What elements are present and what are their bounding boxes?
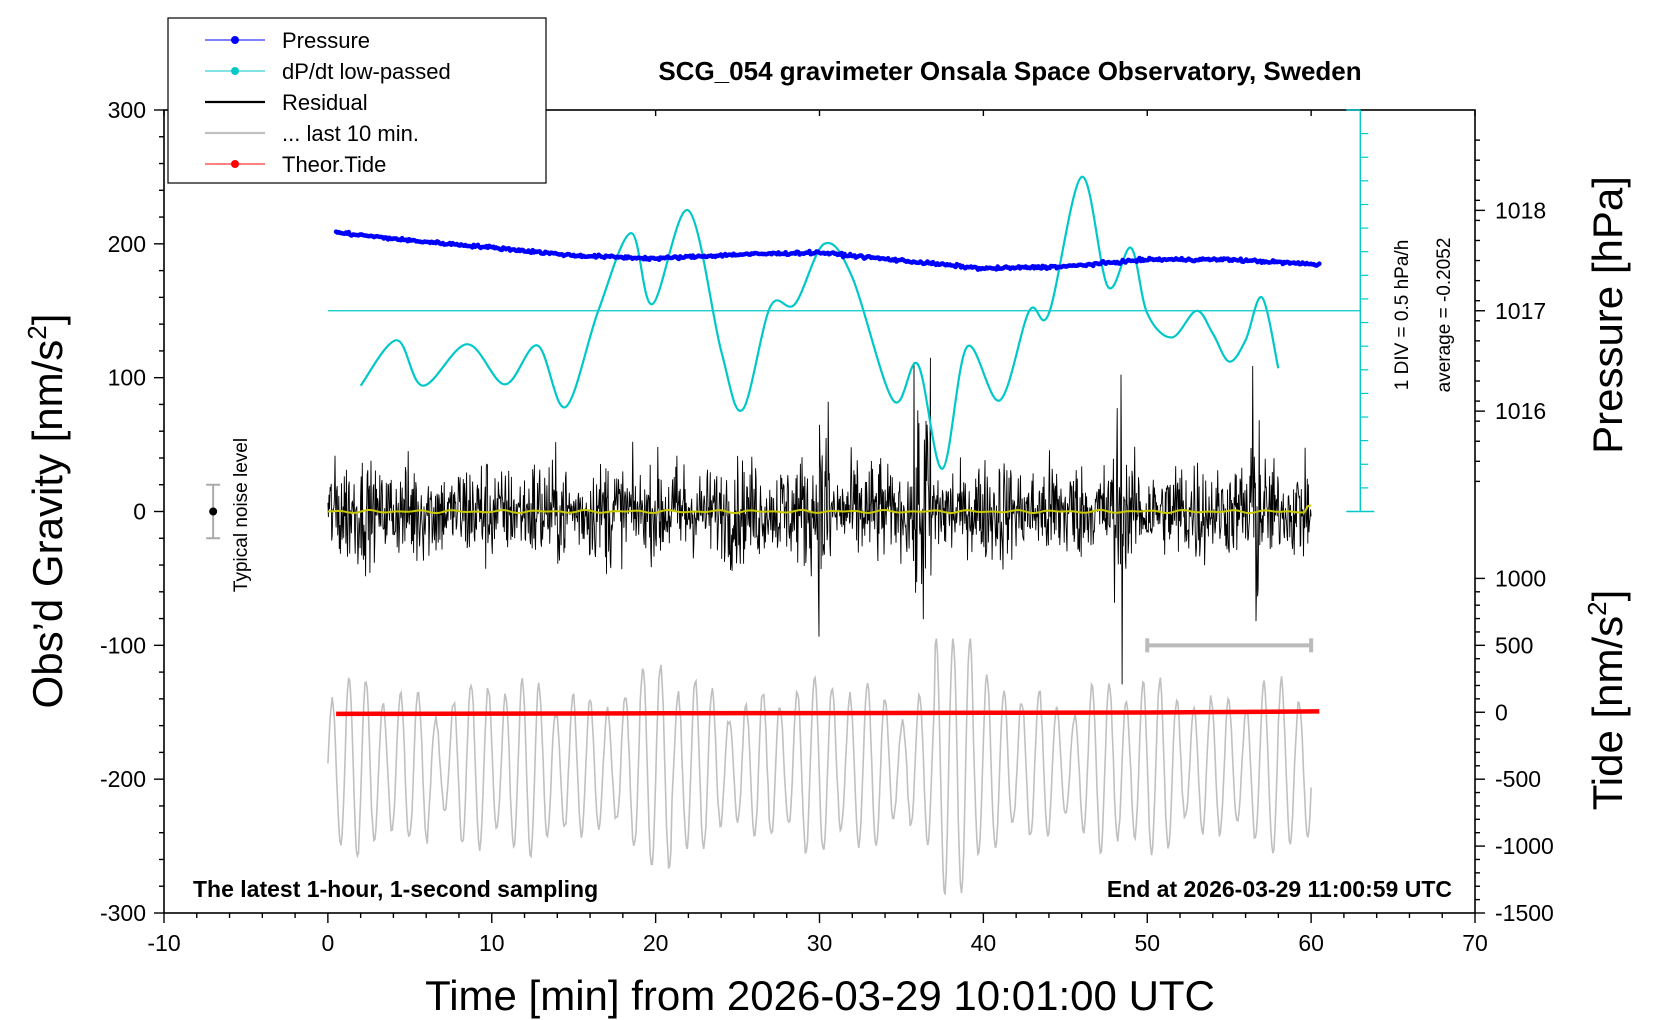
tide-tick-label: -1000 bbox=[1495, 833, 1554, 859]
y-tick-label: -200 bbox=[100, 766, 146, 792]
tide-tick-label: -500 bbox=[1495, 766, 1541, 792]
annotation-marks bbox=[206, 483, 1314, 653]
legend-label: Residual bbox=[282, 90, 368, 115]
x-tick-label: 10 bbox=[479, 930, 505, 956]
dpdt-scale-label: 1 DIV = 0.5 hPa/h bbox=[1392, 240, 1413, 391]
y-axis-label-sup: 2 bbox=[22, 325, 52, 339]
y-axis-label: Obs’d Gravity [nm/s2] bbox=[22, 314, 71, 709]
pressure-series bbox=[333, 229, 1322, 272]
residual-line bbox=[327, 357, 1312, 685]
tide-tick-label: -1500 bbox=[1495, 900, 1554, 926]
x-tick-label: -10 bbox=[147, 930, 180, 956]
last-10-min-line bbox=[327, 638, 1312, 895]
pressure-axis-ticks: 1018 1017 1016 bbox=[1475, 139, 1546, 483]
dpdt-series bbox=[327, 175, 1361, 470]
tide-axis-label-main: Tide [nm/s bbox=[1584, 616, 1631, 811]
legend-marker bbox=[231, 160, 239, 168]
pressure-axis-label: Pressure [hPa] bbox=[1584, 176, 1631, 454]
y-tick-label: 100 bbox=[108, 365, 146, 391]
pressure-point bbox=[1317, 261, 1322, 267]
legend-marker bbox=[231, 36, 239, 44]
legend-label: Pressure bbox=[282, 28, 370, 53]
tide-line bbox=[336, 709, 1320, 717]
x-axis-ticks: -10 0 10 20 30 40 50 60 70 bbox=[147, 110, 1488, 956]
legend-entries: Pressure dP/dt low-passed Residual ... last… bbox=[205, 28, 451, 177]
y-axis-label-end: ] bbox=[24, 314, 71, 326]
last-10-min-series bbox=[327, 638, 1312, 895]
y-axis-label-main: Obs’d Gravity [nm/s bbox=[24, 340, 71, 709]
tide-tick-label: 500 bbox=[1495, 632, 1533, 658]
legend-label: ... last 10 min. bbox=[282, 121, 419, 146]
note-right: End at 2026-03-29 11:00:59 UTC bbox=[1107, 876, 1452, 902]
residual-lowpass-line bbox=[327, 504, 1312, 515]
noise-label: Typical noise level bbox=[231, 438, 252, 592]
dpdt-average-label: average = -0.2052 bbox=[1434, 238, 1455, 393]
x-tick-label: 40 bbox=[971, 930, 997, 956]
tide-tick-label: 1000 bbox=[1495, 565, 1546, 591]
legend-label: dP/dt low-passed bbox=[282, 59, 451, 84]
dpdt-line bbox=[359, 175, 1280, 470]
x-tick-label: 30 bbox=[807, 930, 833, 956]
y-tick-label: -100 bbox=[100, 632, 146, 658]
legend-box bbox=[167, 17, 547, 184]
x-tick-label: 0 bbox=[321, 930, 334, 956]
x-tick-label: 20 bbox=[643, 930, 669, 956]
x-tick-label: 60 bbox=[1298, 930, 1324, 956]
pressure-tick-label: 1016 bbox=[1495, 398, 1546, 424]
pressure-tick-label: 1017 bbox=[1495, 298, 1546, 324]
y-tick-label: 0 bbox=[133, 499, 146, 525]
x-axis-label: Time [min] from 2026-03-29 10:01:00 UTC bbox=[425, 972, 1215, 1019]
y-tick-label: 200 bbox=[108, 231, 146, 257]
note-left: The latest 1-hour, 1-second sampling bbox=[193, 876, 598, 902]
tide-axis-ticks: 1000 500 0 -500 -1000 -1500 bbox=[1475, 565, 1554, 926]
residual-series bbox=[327, 357, 1312, 685]
chart-title: SCG_054 gravimeter Onsala Space Observat… bbox=[658, 56, 1361, 86]
tide-axis-label: Tide [nm/s2] bbox=[1582, 590, 1631, 811]
noise-bar-dot bbox=[209, 507, 218, 516]
dpdt-axis bbox=[1346, 109, 1375, 513]
residual-lowpass-series bbox=[327, 504, 1312, 515]
x-tick-label: 70 bbox=[1462, 930, 1488, 956]
tide-axis-label-end: ] bbox=[1584, 590, 1631, 602]
x-tick-label: 50 bbox=[1134, 930, 1160, 956]
legend-label: Theor.Tide bbox=[282, 152, 386, 177]
y-axis-ticks: 300 200 100 0 -100 -200 -300 bbox=[100, 97, 164, 926]
y-tick-label: -300 bbox=[100, 900, 146, 926]
theoretical-tide-series bbox=[336, 709, 1320, 717]
legend: Pressure dP/dt low-passed Residual ... last… bbox=[167, 17, 547, 184]
pressure-tick-label: 1018 bbox=[1495, 197, 1546, 223]
tide-axis-label-sup: 2 bbox=[1582, 601, 1612, 615]
tide-tick-label: 0 bbox=[1495, 699, 1508, 725]
y-tick-label: 300 bbox=[108, 97, 146, 123]
legend-marker bbox=[231, 67, 239, 75]
